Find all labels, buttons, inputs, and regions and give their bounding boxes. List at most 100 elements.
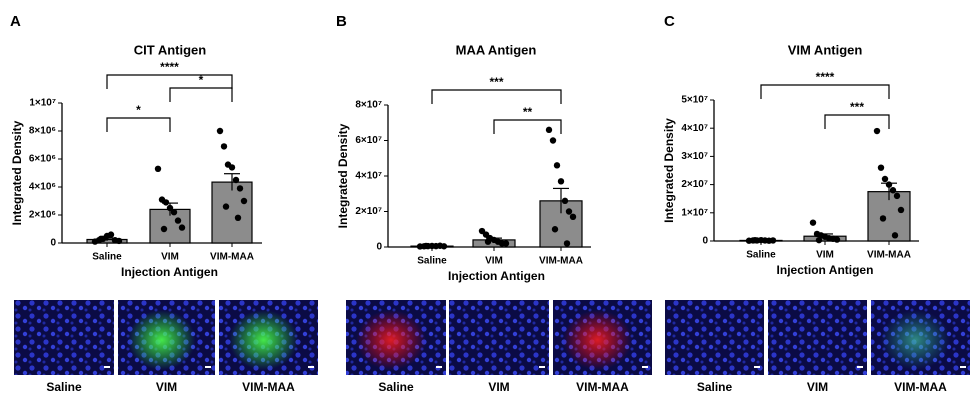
micrograph xyxy=(449,300,549,375)
data-point xyxy=(154,165,162,172)
micrograph-signal xyxy=(127,310,196,370)
data-point xyxy=(545,126,553,134)
y-axis-label: Integrated Density xyxy=(662,118,676,223)
y-tick-label: 2×10⁷ xyxy=(681,179,708,190)
image-caption: VIM xyxy=(807,380,828,394)
y-tick-label: 4×10⁶ xyxy=(29,182,56,193)
micrograph-signal xyxy=(562,310,633,370)
y-tick-label: 6×10⁶ xyxy=(29,154,56,165)
y-tick-label: 4×10⁷ xyxy=(355,171,382,182)
significance-label: *** xyxy=(489,75,503,89)
data-point xyxy=(751,236,759,244)
chart-title: MAA Antigen xyxy=(456,42,537,57)
data-point xyxy=(809,219,817,226)
image-caption: VIM-MAA xyxy=(576,380,629,394)
chart-title: CIT Antigen xyxy=(134,42,207,57)
micrograph xyxy=(14,300,114,375)
data-point xyxy=(422,242,430,250)
data-point xyxy=(236,185,244,192)
data-point xyxy=(228,164,236,171)
image-caption: Saline xyxy=(697,380,733,394)
data-point xyxy=(565,208,573,215)
image-caption: VIM-MAA xyxy=(894,380,947,394)
x-tick-label: VIM xyxy=(485,256,503,267)
data-point xyxy=(440,243,448,250)
image-caption: Saline xyxy=(46,380,82,394)
significance-bracket xyxy=(493,119,562,134)
data-point xyxy=(815,236,823,244)
data-point xyxy=(220,143,228,150)
data-point xyxy=(893,192,901,200)
y-tick-label: 8×10⁷ xyxy=(355,100,382,111)
data-point xyxy=(769,237,777,244)
data-point xyxy=(879,215,887,222)
y-tick-label: 1×10⁷ xyxy=(29,98,56,109)
panel-letter: A xyxy=(10,13,21,30)
data-point xyxy=(174,217,182,224)
data-point xyxy=(160,225,168,233)
data-point xyxy=(881,175,889,183)
y-tick-label: 1×10⁷ xyxy=(681,207,708,218)
data-point xyxy=(563,240,571,247)
significance-bracket xyxy=(106,117,171,132)
significance-label: ** xyxy=(523,105,533,119)
scale-bar xyxy=(960,366,966,368)
data-point xyxy=(553,162,561,169)
x-tick-label: VIM xyxy=(161,252,179,263)
scale-bar xyxy=(754,366,760,368)
micrograph-signal xyxy=(880,310,951,370)
scale-bar xyxy=(436,366,442,368)
data-point xyxy=(873,127,881,135)
micrograph xyxy=(665,300,764,375)
data-point xyxy=(885,181,893,188)
data-point xyxy=(234,214,242,221)
micrograph-signal xyxy=(356,310,426,370)
image-caption: VIM-MAA xyxy=(242,380,295,394)
significance-label: **** xyxy=(160,60,179,74)
data-point xyxy=(232,176,240,184)
y-tick-label: 0 xyxy=(50,238,56,249)
data-point xyxy=(170,209,178,216)
y-tick-label: 3×10⁷ xyxy=(681,151,708,162)
data-point xyxy=(178,224,186,231)
y-tick-label: 0 xyxy=(376,242,382,253)
x-tick-label: VIM-MAA xyxy=(210,252,254,263)
x-axis-label: Injection Antigen xyxy=(777,263,874,277)
significance-bracket xyxy=(760,84,890,99)
significance-bracket xyxy=(431,89,562,104)
data-point xyxy=(162,199,170,206)
significance-label: **** xyxy=(816,70,835,84)
data-point xyxy=(833,236,841,243)
x-axis-label: Injection Antigen xyxy=(121,265,218,279)
scale-bar xyxy=(308,366,314,368)
y-tick-label: 2×10⁷ xyxy=(355,206,382,217)
image-caption: Saline xyxy=(378,380,414,394)
scale-bar xyxy=(857,366,863,368)
scale-bar xyxy=(104,366,110,368)
x-tick-label: VIM-MAA xyxy=(867,250,911,261)
x-tick-label: VIM-MAA xyxy=(539,256,583,267)
data-point xyxy=(166,204,174,212)
y-tick-label: 6×10⁷ xyxy=(355,135,382,146)
y-tick-label: 5×10⁷ xyxy=(681,95,708,106)
scale-bar xyxy=(539,366,545,368)
data-point xyxy=(115,237,123,245)
significance-bracket xyxy=(824,114,890,129)
y-axis-label: Integrated Density xyxy=(10,120,24,225)
data-point xyxy=(97,235,105,242)
data-point xyxy=(551,226,559,233)
y-axis-label: Integrated Density xyxy=(336,123,350,228)
data-point xyxy=(897,206,905,214)
data-point xyxy=(557,178,565,185)
data-point xyxy=(484,238,492,245)
data-point xyxy=(549,137,557,144)
data-point xyxy=(891,232,899,239)
image-caption: VIM xyxy=(156,380,177,394)
scale-bar xyxy=(642,366,648,368)
panel-letter: B xyxy=(336,13,347,30)
scale-bar xyxy=(205,366,211,368)
y-tick-label: 2×10⁶ xyxy=(29,210,56,221)
bar xyxy=(211,181,253,244)
data-point xyxy=(107,231,115,238)
significance-bracket xyxy=(106,74,233,89)
